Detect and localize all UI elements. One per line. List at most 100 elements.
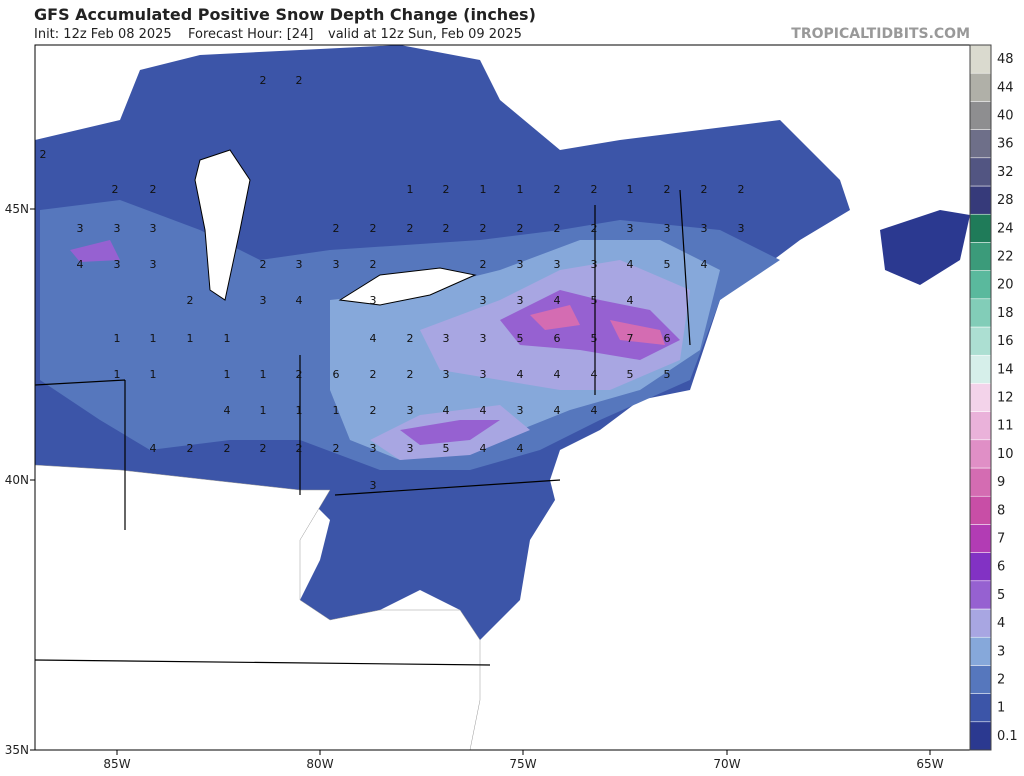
map-label: 2 — [480, 258, 487, 271]
map-label: 4 — [627, 258, 634, 271]
map-label: 2 — [296, 442, 303, 455]
colorbar: 0.11234567891011121416182022242832364044… — [969, 44, 1018, 751]
map-label: 4 — [591, 404, 598, 417]
map-label: 3 — [738, 222, 745, 235]
colorbar-label: 11 — [997, 419, 1014, 434]
map-label: 3 — [370, 294, 377, 307]
snow-area — [530, 305, 665, 345]
map-label: 5 — [591, 294, 598, 307]
colorbar-band — [969, 72, 992, 102]
map-label: 2 — [407, 332, 414, 345]
map-label: 4 — [480, 404, 487, 417]
map-label: 3 — [480, 332, 487, 345]
map-label: 3 — [480, 368, 487, 381]
map-label: 2 — [591, 222, 598, 235]
map-label: 2 — [738, 183, 745, 196]
colorbar-band — [969, 129, 992, 159]
map-label: 2 — [443, 183, 450, 196]
map-label: 2 — [296, 74, 303, 87]
colorbar-band — [969, 101, 992, 130]
map-label: 2 — [443, 222, 450, 235]
map-label: 1 — [150, 332, 157, 345]
x-tick-label: 65W — [916, 757, 943, 771]
map-label: 3 — [150, 258, 157, 271]
map-label: 1 — [480, 183, 487, 196]
x-tick-label: 80W — [306, 757, 333, 771]
map-label: 3 — [114, 222, 121, 235]
map-label: 6 — [664, 332, 671, 345]
colorbar-band — [969, 354, 992, 384]
colorbar-label: 28 — [997, 193, 1014, 208]
colorbar-frame — [969, 44, 992, 751]
colorbar-label: 5 — [997, 588, 1005, 603]
colorbar-label: 2 — [997, 673, 1005, 688]
colorbar-label: 14 — [997, 362, 1014, 377]
valid-time: valid at 12z Sun, Feb 09 2025 — [328, 27, 522, 42]
map-label: 3 — [370, 442, 377, 455]
map-label: 3 — [591, 258, 598, 271]
map-label: 1 — [260, 368, 267, 381]
map-label: 4 — [77, 258, 84, 271]
map-label: 1 — [627, 183, 634, 196]
colorbar-label: 12 — [997, 391, 1014, 406]
colorbar-band — [969, 185, 992, 215]
map-label: 3 — [77, 222, 84, 235]
map-label: 4 — [480, 442, 487, 455]
snow-area — [70, 240, 680, 445]
map-label: 3 — [517, 404, 524, 417]
map-label: 2 — [370, 368, 377, 381]
map-label: 3 — [554, 258, 561, 271]
colorbar-band — [969, 383, 992, 412]
colorbar-band — [969, 693, 992, 723]
map-label: 2 — [370, 404, 377, 417]
map-label: 3 — [443, 368, 450, 381]
map-label: 5 — [591, 332, 598, 345]
map-label: 1 — [260, 404, 267, 417]
map-label: 3 — [296, 258, 303, 271]
map-label: 2 — [370, 222, 377, 235]
map-label: 4 — [627, 294, 634, 307]
map-label: 2 — [187, 294, 194, 307]
colorbar-band — [969, 298, 992, 328]
map-label: 4 — [296, 294, 303, 307]
colorbar-label: 16 — [997, 334, 1014, 349]
colorbar-band — [969, 439, 992, 469]
lake-michigan — [194, 149, 251, 301]
map-label: 2 — [224, 442, 231, 455]
state-borders — [35, 189, 691, 666]
map-label: 5 — [627, 368, 634, 381]
map-label: 3 — [407, 404, 414, 417]
colorbar-band — [969, 157, 992, 187]
y-tick-label: 40N — [5, 473, 29, 487]
y-tick-label: 45N — [5, 202, 29, 216]
title: GFS Accumulated Positive Snow Depth Chan… — [34, 5, 536, 24]
colorbar-label: 4 — [997, 616, 1005, 631]
snow-area — [880, 210, 970, 285]
map-label: 3 — [260, 294, 267, 307]
map-label: 4 — [370, 332, 377, 345]
map-label: 2 — [701, 183, 708, 196]
map-label: 1 — [407, 183, 414, 196]
colorbar-band — [969, 721, 992, 751]
x-tick-label: 85W — [103, 757, 130, 771]
x-tick-label: 75W — [509, 757, 536, 771]
colorbar-label: 48 — [997, 52, 1014, 67]
map-label: 7 — [627, 332, 634, 345]
colorbar-band — [969, 524, 992, 553]
colorbar-band — [969, 608, 992, 638]
colorbar-label: 32 — [997, 165, 1014, 180]
init: Init: 12z Feb 08 2025 — [34, 27, 172, 42]
map-label: 1 — [150, 368, 157, 381]
map-label: 2 — [480, 222, 487, 235]
y-tick-label: 35N — [5, 743, 29, 757]
colorbar-band — [969, 580, 992, 610]
map-label: 5 — [443, 442, 450, 455]
axes: 85W 80W 75W 70W 65W 45N 40N 35N — [5, 202, 944, 771]
map-label: 3 — [370, 479, 377, 492]
map-label: 3 — [701, 222, 708, 235]
colorbar-band — [969, 326, 992, 356]
colorbar-label: 6 — [997, 560, 1005, 575]
map-label: 1 — [114, 332, 121, 345]
colorbar-band — [969, 270, 992, 300]
watermark: TROPICALTIDBITS.COM — [791, 26, 970, 42]
